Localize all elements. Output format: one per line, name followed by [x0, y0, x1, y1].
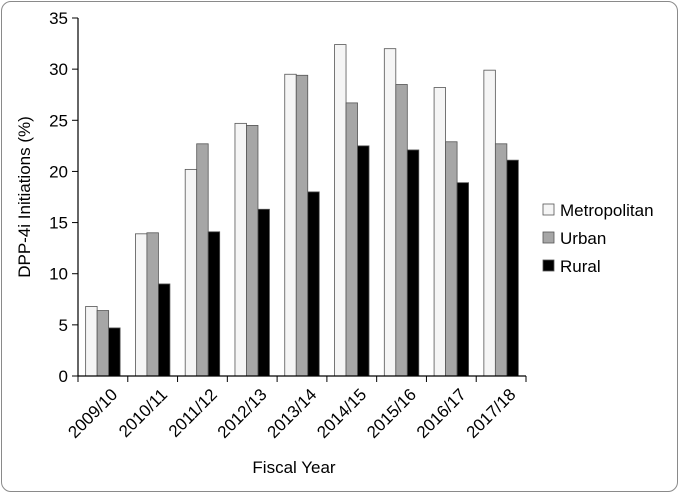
x-tick-label: 2011/12 [165, 385, 221, 441]
y-tick-label: 10 [49, 265, 68, 284]
bar-rural-2009-10 [108, 327, 121, 377]
y-tick-label: 35 [49, 9, 68, 28]
bar-urban-2012-13 [246, 125, 259, 377]
bar-urban-2013-14 [295, 74, 309, 377]
x-tick-label: 2016/17 [413, 385, 470, 442]
bar-metropolitan-2011-12 [184, 168, 198, 377]
legend: Metropolitan Urban Rural [542, 201, 654, 276]
bar-metropolitan-2016-17 [433, 87, 446, 377]
y-axis-title: DPP-4i Initiations (%) [15, 116, 34, 278]
bar-rural-2015-16 [406, 149, 420, 377]
bar-urban-2009-10 [96, 310, 110, 377]
x-tick-label: 2009/10 [64, 385, 121, 442]
bar-rural-2017-18 [506, 159, 519, 377]
bar-rural-2010-11 [158, 283, 171, 377]
legend-swatch-urban [542, 231, 555, 244]
y-axis-ticks: 0 5 10 15 20 25 30 35 [49, 9, 78, 386]
x-tick-label: 2017/18 [463, 385, 520, 442]
x-tick-label: 2013/14 [264, 385, 321, 442]
legend-swatch-rural [542, 259, 555, 272]
bar-rural-2014-15 [357, 145, 370, 377]
bar-metropolitan-2015-16 [383, 48, 397, 377]
bar-metropolitan-2013-14 [284, 73, 297, 377]
bar-rural-2016-17 [456, 182, 469, 377]
y-tick-label: 15 [49, 214, 68, 233]
bar-metropolitan-2014-15 [334, 44, 347, 377]
bar-rural-2012-13 [257, 208, 270, 377]
x-axis-title: Fiscal Year [252, 458, 335, 477]
x-tick-label: 2010/11 [115, 385, 171, 441]
axes [77, 18, 526, 377]
x-tick-label: 2015/16 [363, 385, 420, 442]
legend-label-metropolitan: Metropolitan [560, 201, 654, 220]
x-tick-label: 2014/15 [313, 385, 370, 442]
legend-swatch-metropolitan [542, 203, 555, 216]
y-tick-label: 0 [59, 367, 68, 386]
legend-label-rural: Rural [560, 257, 601, 276]
bar-urban-2011-12 [196, 143, 209, 377]
bar-metropolitan-2012-13 [234, 122, 247, 377]
bar-metropolitan-2009-10 [85, 306, 98, 377]
bar-urban-2010-11 [146, 232, 159, 377]
bar-rural-2013-14 [307, 191, 320, 377]
y-tick-label: 30 [49, 60, 68, 79]
legend-label-urban: Urban [560, 229, 606, 248]
bar-urban-2016-17 [445, 141, 458, 377]
bar-urban-2015-16 [395, 84, 408, 377]
x-axis-ticks: 2009/102010/112011/122012/132013/142014/… [64, 376, 527, 442]
y-tick-label: 20 [49, 162, 68, 181]
bar-metropolitan-2017-18 [483, 69, 496, 377]
bar-group [85, 44, 519, 377]
x-tick-label: 2012/13 [214, 385, 271, 442]
bar-urban-2017-18 [494, 143, 508, 377]
y-tick-label: 25 [49, 111, 68, 130]
bar-urban-2014-15 [345, 102, 358, 377]
y-tick-label: 5 [59, 316, 68, 335]
bar-metropolitan-2010-11 [135, 233, 148, 377]
bar-rural-2011-12 [207, 231, 221, 377]
